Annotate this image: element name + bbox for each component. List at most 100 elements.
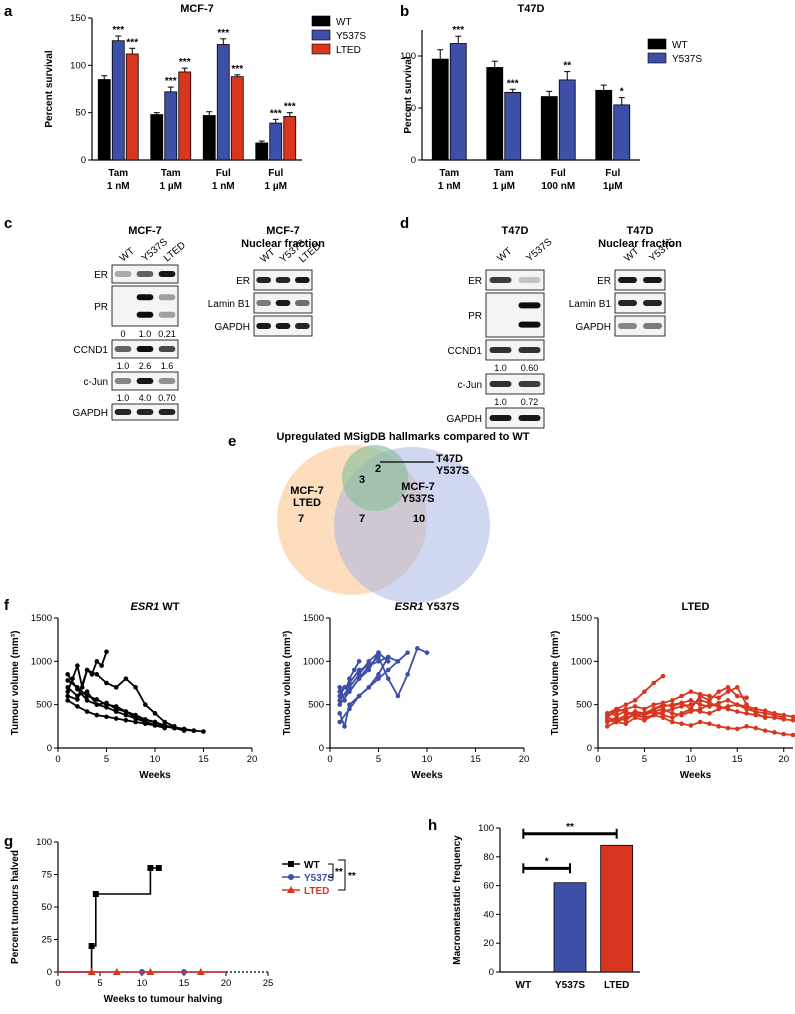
data-point <box>112 968 121 975</box>
data-point <box>725 689 731 694</box>
blot-band <box>294 300 310 306</box>
data-point <box>697 719 703 725</box>
blot-title: MCF-7 <box>266 225 300 237</box>
venn-diagram: Upregulated MSigDB hallmarks compared to… <box>276 431 530 603</box>
blot-band <box>256 277 272 283</box>
chart-g-tumour-halving: 0 25 50 75 100 0 5 10 15 20 25 Weeks to tumour halv… <box>10 837 356 1005</box>
lane-label: WT <box>118 246 137 264</box>
quant-value: 1.0 <box>139 329 152 339</box>
data-point <box>191 728 197 733</box>
data-point <box>65 689 70 694</box>
data-point <box>707 693 712 699</box>
significance-label: *** <box>165 76 177 87</box>
significance-label: *** <box>179 57 191 68</box>
chart-title: MCF-7 <box>180 3 214 15</box>
data-point <box>113 685 119 690</box>
significance-label: *** <box>126 37 138 48</box>
y-axis-label: Tumour volume (mm³) <box>10 631 21 736</box>
blot-band <box>518 415 541 421</box>
data-point <box>366 667 372 673</box>
legend-label: Y537S <box>336 31 366 42</box>
data-point <box>632 698 638 703</box>
data-point <box>75 704 80 709</box>
chart-f-lted: LTED 0 500 1000 1500 0 5 10 15 20 Weeks Tumour volu… <box>550 601 795 781</box>
category-label: Tam <box>108 168 128 179</box>
significance-bracket <box>338 859 346 891</box>
data-point <box>337 693 343 699</box>
series-line <box>58 867 159 973</box>
data-point <box>385 676 391 681</box>
data-point <box>669 702 675 707</box>
significance-label: *** <box>452 25 464 36</box>
chart-f-esr1-wt: ESR1 WT 0 500 1000 1500 0 5 10 15 20 Weeks Tumour v… <box>10 601 257 781</box>
data-point <box>347 689 352 694</box>
data-point <box>734 685 740 690</box>
blot-band <box>275 300 291 306</box>
y-tick-label: 1000 <box>571 656 592 667</box>
y-tick-label: 50 <box>41 902 52 913</box>
data-point <box>725 698 731 703</box>
data-point <box>688 706 694 712</box>
panel-label-h: h <box>428 817 437 834</box>
y-tick-label: 150 <box>70 13 86 24</box>
y-tick-label: 25 <box>41 935 52 946</box>
bar <box>449 43 467 161</box>
venn-t47d-only-count: 2 <box>375 463 381 475</box>
category-label: Tam <box>161 168 181 179</box>
data-point <box>123 717 129 723</box>
x-tick-label: 15 <box>179 978 190 989</box>
bar <box>431 58 449 161</box>
blot-band <box>136 311 154 318</box>
data-point <box>725 725 731 731</box>
data-point <box>152 711 158 716</box>
y-tick-label: 50 <box>405 103 416 114</box>
x-tick-label: 20 <box>247 754 258 765</box>
data-point <box>143 702 148 707</box>
data-point <box>172 725 177 731</box>
x-tick-label: 10 <box>686 754 697 765</box>
x-tick-label: 5 <box>376 754 381 765</box>
data-point <box>94 702 100 707</box>
venn-lted-only-count: 7 <box>298 513 304 525</box>
data-point <box>146 968 155 975</box>
bar <box>283 116 297 161</box>
data-point <box>669 711 675 716</box>
band-label: PR <box>94 302 108 313</box>
data-point <box>356 676 362 681</box>
blot-band <box>114 346 132 352</box>
blot-d-t47d: T47D WT Y537S ER PR CCND1 1.0 0.60 c-Jun 1.0 0.72 G… <box>446 225 555 429</box>
data-point <box>781 731 787 737</box>
blot-band <box>518 302 541 309</box>
significance-label: ** <box>563 61 571 72</box>
x-tick-label: 20 <box>221 978 232 989</box>
data-point <box>288 874 294 880</box>
data-point <box>133 712 138 718</box>
data-point <box>376 676 381 681</box>
data-point <box>104 714 109 720</box>
quant-value: 0.72 <box>521 397 539 407</box>
data-point <box>133 719 138 725</box>
band-label: GAPDH <box>446 414 482 425</box>
series-line <box>339 647 428 699</box>
quant-value: 1.0 <box>494 397 507 407</box>
legend-swatch <box>311 43 331 55</box>
blot-band <box>643 277 662 283</box>
data-point <box>716 689 722 694</box>
data-point <box>604 717 610 723</box>
data-point <box>716 700 722 706</box>
category-label: 100 nM <box>541 181 575 192</box>
data-point <box>385 667 391 673</box>
data-point <box>762 728 768 733</box>
quant-value: 2.6 <box>139 361 152 371</box>
blot-band <box>136 409 154 415</box>
venn-title: Upregulated MSigDB hallmarks compared to… <box>276 431 529 443</box>
y-tick-label: 75 <box>41 870 52 881</box>
chart-title: LTED <box>682 601 710 613</box>
band-label: CCND1 <box>448 346 483 357</box>
bar <box>125 53 139 161</box>
category-label: 1µM <box>603 181 623 192</box>
venn-t47d-label-1: T47D <box>436 453 463 465</box>
data-point <box>688 723 694 728</box>
y-tick-label: 1000 <box>31 656 52 667</box>
